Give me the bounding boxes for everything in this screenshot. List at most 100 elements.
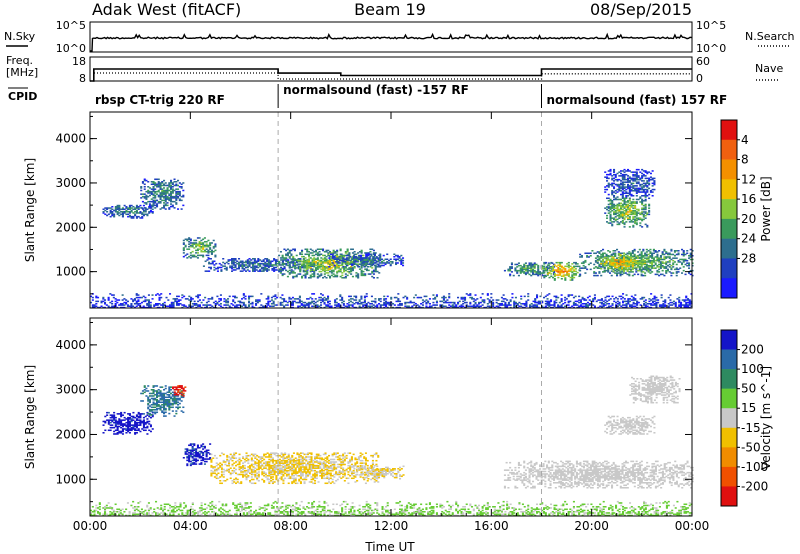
- velocity-panel: 1000 2000 3000 4000 00:00 04:00 08:00 12:00 16:0…: [23, 317, 710, 533]
- echo-region: [353, 465, 405, 480]
- colorbar-tick-label: 28: [741, 251, 756, 265]
- y-tick-label: 4000: [55, 338, 86, 352]
- colorbar-swatch: [721, 258, 737, 279]
- freq-panel: Freq. [MHz] 18 8 60 0 Nave: [6, 54, 783, 85]
- colorbar-swatch: [721, 388, 737, 409]
- echo-region: [328, 253, 405, 268]
- colorbar-swatch: [721, 139, 737, 160]
- nsky-panel: N.Sky 10^5 10^0 10^5 10^0 N.Search: [4, 19, 795, 55]
- colorbar-swatch: [721, 238, 737, 259]
- colorbar-tick-label: -15: [741, 421, 761, 435]
- beam-label: Beam 19: [354, 0, 426, 19]
- cpid-segment-label: normalsound (fast) -157 RF: [283, 83, 469, 97]
- y-axis-title: Slant Range [km]: [23, 158, 37, 262]
- colorbar-title: Power [dB]: [759, 176, 773, 241]
- nave-label: Nave: [755, 62, 783, 75]
- nsky-tick-top: 10^5: [56, 19, 86, 32]
- y-tick-label: 1000: [55, 265, 86, 279]
- freq-label-top: Freq.: [6, 54, 33, 67]
- cpid-segments: rbsp CT-trig 220 RF normalsound (fast) -1…: [95, 83, 727, 108]
- freq-tick-top: 18: [72, 55, 86, 68]
- colorbar-swatch: [721, 486, 737, 507]
- echo-region: [102, 411, 154, 435]
- colorbar-swatch: [721, 218, 737, 239]
- cpid-segment-label: normalsound (fast) 157 RF: [547, 93, 728, 107]
- x-axis-title: Time UT: [364, 540, 415, 554]
- colorbar-tick-label: 200: [741, 343, 764, 357]
- colorbar-tick-label: 20: [741, 212, 756, 226]
- echo-region: [172, 385, 187, 397]
- nsky-series-line: [90, 32, 692, 52]
- colorbar-swatch: [721, 408, 737, 429]
- colorbar-swatch: [721, 179, 737, 200]
- echo-region: [90, 500, 693, 517]
- colorbar-tick-label: -100: [741, 460, 768, 474]
- colorbar-tick-label: 8: [741, 153, 749, 167]
- colorbar-swatch: [721, 427, 737, 448]
- colorbar-swatch: [721, 369, 737, 389]
- colorbar-tick-label: 15: [741, 401, 756, 415]
- y-tick-label: 3000: [55, 176, 86, 190]
- colorbar-tick-label: -200: [741, 479, 768, 493]
- echo-region: [503, 460, 694, 489]
- freq-label-bottom: [MHz]: [6, 66, 38, 79]
- echo-region: [596, 253, 643, 272]
- echo-region: [604, 168, 656, 197]
- colorbar-swatch: [721, 199, 737, 220]
- colorbar-tick-label: 16: [741, 192, 756, 206]
- heatmap-cells: [90, 168, 694, 309]
- colorbar-swatch: [721, 159, 737, 180]
- radar-title: Adak West (fitACF): [92, 0, 241, 19]
- colorbar-tick-label: 100: [741, 362, 764, 376]
- power-panel: 1000 2000 3000 4000 Slant Range [km]: [23, 111, 694, 309]
- nave-tick-top: 60: [696, 55, 710, 68]
- colorbar-swatch: [721, 120, 737, 141]
- echo-region: [182, 237, 217, 259]
- y-tick-label: 4000: [55, 132, 86, 146]
- nsearch-label: N.Search: [745, 30, 795, 43]
- colorbar-swatch: [721, 330, 737, 350]
- nsearch-tick-bottom: 10^0: [696, 42, 726, 55]
- colorbar-swatch: [721, 349, 737, 370]
- cpid-label: CPID: [8, 90, 37, 103]
- velocity-colorbar: 200 100 50 15 -15 -50 -100 -200 Velocity [m s^-1…: [720, 329, 773, 507]
- echo-region: [140, 385, 185, 417]
- nsky-label: N.Sky: [4, 30, 36, 43]
- colorbar-swatch: [721, 447, 737, 468]
- x-tick-label: 04:00: [173, 519, 208, 533]
- y-tick-label: 2000: [55, 427, 86, 441]
- freq-tick-bottom: 8: [79, 72, 86, 85]
- colorbar-tick-label: 12: [741, 172, 756, 186]
- echo-region: [182, 443, 212, 467]
- heatmap-cells: [90, 375, 694, 517]
- echo-region: [541, 261, 581, 281]
- colorbar-title: Velocity [m s^-1]: [759, 366, 773, 470]
- x-tick-label: 08:00: [273, 519, 308, 533]
- nave-series-line: [90, 72, 692, 82]
- x-tick-label: 16:00: [474, 519, 509, 533]
- colorbar-swatch: [721, 278, 737, 299]
- x-tick-label: 00:00: [73, 519, 108, 533]
- nsearch-tick-top: 10^5: [696, 19, 726, 32]
- colorbar-tick-label: 50: [741, 382, 756, 396]
- colorbar-tick-label: 24: [741, 232, 756, 246]
- y-tick-label: 3000: [55, 383, 86, 397]
- echo-region: [102, 204, 154, 219]
- echo-region: [140, 178, 185, 210]
- nsky-tick-bottom: 10^0: [56, 42, 86, 55]
- y-tick-label: 1000: [55, 472, 86, 486]
- echo-region: [629, 375, 681, 404]
- nave-tick-bottom: 0: [696, 72, 703, 85]
- colorbar-tick-label: -50: [741, 440, 761, 454]
- y-tick-label: 2000: [55, 220, 86, 234]
- echo-region: [604, 196, 651, 228]
- y-axis-title: Slant Range [km]: [23, 365, 37, 469]
- x-tick-label: 12:00: [374, 519, 409, 533]
- x-tick-label: 20:00: [574, 519, 609, 533]
- date-label: 08/Sep/2015: [590, 0, 692, 19]
- x-tick-label: 00:00: [675, 519, 710, 533]
- cpid-segment-label: rbsp CT-trig 220 RF: [95, 93, 225, 107]
- colorbar-swatch: [721, 466, 737, 487]
